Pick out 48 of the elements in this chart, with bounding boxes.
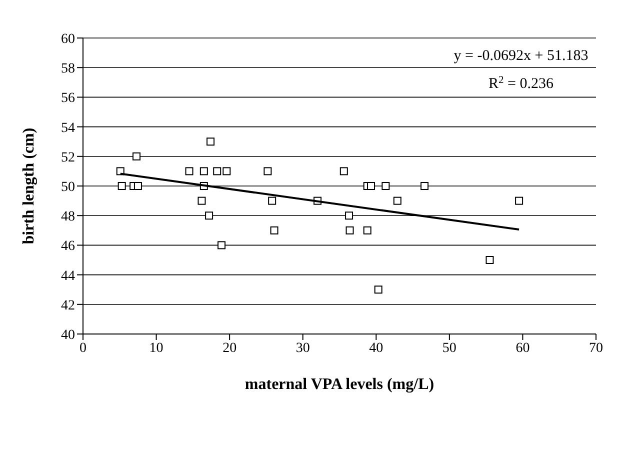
point — [367, 182, 376, 190]
y-tick-label: 40 — [61, 328, 75, 343]
point — [346, 226, 354, 234]
point — [363, 226, 372, 234]
point — [185, 167, 194, 176]
point — [205, 212, 214, 220]
point — [420, 182, 429, 190]
y-tick-label: 44 — [61, 268, 75, 284]
x-tick-label: 10 — [149, 340, 164, 356]
x-tick-label: 50 — [442, 340, 456, 356]
y-tick-label: 52 — [61, 150, 75, 166]
x-tick-label: 20 — [222, 340, 237, 356]
y-tick-label: 42 — [61, 298, 75, 314]
y-tick-label: 48 — [61, 210, 75, 225]
point — [134, 182, 142, 190]
point — [515, 196, 524, 205]
point — [132, 152, 140, 160]
point — [118, 182, 126, 190]
y-axis-title: birth length (cm) — [20, 128, 38, 244]
point — [218, 241, 226, 250]
point — [374, 286, 382, 294]
annotation: y = -0.0692x + 51.183 — [454, 48, 588, 64]
x-tick-label: 60 — [516, 340, 530, 356]
x-tick-label: 70 — [589, 340, 603, 356]
point — [393, 196, 402, 205]
point — [270, 226, 278, 234]
point — [198, 196, 206, 205]
x-tick-label: 30 — [296, 340, 310, 356]
y-tick-label: 50 — [61, 180, 75, 195]
y-tick-label: 54 — [61, 120, 75, 136]
annotation: R$^{2}$ = 0.236 — [488, 74, 554, 92]
point — [200, 167, 208, 176]
x-tick-label: 0 — [80, 340, 86, 356]
point — [345, 212, 354, 220]
y-tick-label: 60 — [61, 32, 75, 47]
point — [206, 138, 215, 146]
point — [486, 256, 494, 264]
point — [222, 167, 231, 176]
y-tick-label: 46 — [61, 239, 75, 254]
point — [382, 182, 390, 190]
point — [213, 167, 222, 176]
point — [264, 167, 272, 176]
x-axis-title: maternal VPA levels (mg/L) — [244, 376, 434, 393]
y-tick-label: 58 — [61, 62, 75, 77]
point — [268, 196, 276, 205]
x-tick-label: 40 — [369, 340, 384, 356]
y-tick-label: 56 — [61, 91, 75, 106]
point — [340, 167, 348, 176]
